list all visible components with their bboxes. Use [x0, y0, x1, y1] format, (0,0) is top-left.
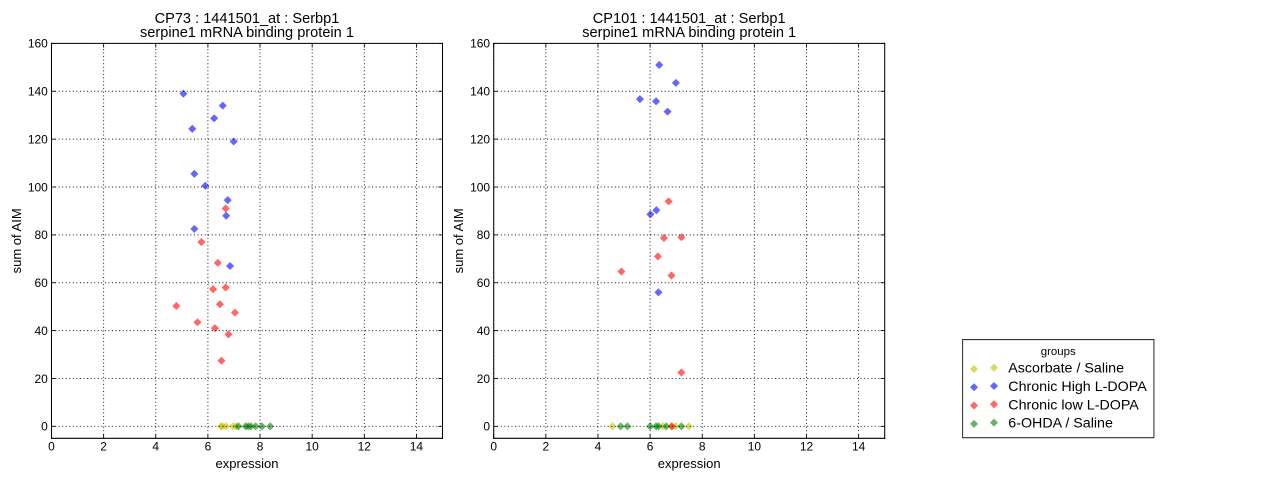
svg-text:14: 14: [410, 440, 424, 454]
svg-text:40: 40: [477, 324, 491, 338]
svg-text:0: 0: [483, 420, 490, 434]
svg-text:120: 120: [470, 132, 490, 146]
svg-text:10: 10: [748, 440, 762, 454]
svg-text:0: 0: [48, 440, 55, 454]
svg-text:10: 10: [306, 440, 320, 454]
svg-text:12: 12: [800, 440, 814, 454]
svg-text:Chronic High L-DOPA: Chronic High L-DOPA: [1008, 379, 1147, 395]
svg-text:0: 0: [41, 420, 48, 434]
svg-text:2: 2: [100, 440, 107, 454]
svg-text:20: 20: [477, 372, 491, 386]
svg-text:CP101 : 1441501_at : Serbp1: CP101 : 1441501_at : Serbp1: [593, 11, 786, 27]
svg-text:sum of AIM: sum of AIM: [9, 208, 24, 273]
svg-text:6-OHDA / Saline: 6-OHDA / Saline: [1008, 416, 1113, 432]
svg-text:CP73 : 1441501_at : Serbp1: CP73 : 1441501_at : Serbp1: [155, 11, 340, 27]
svg-text:160: 160: [28, 37, 48, 51]
svg-text:6: 6: [205, 440, 212, 454]
svg-text:60: 60: [477, 276, 491, 290]
svg-text:Chronic low L-DOPA: Chronic low L-DOPA: [1008, 397, 1139, 413]
svg-text:14: 14: [852, 440, 866, 454]
svg-text:20: 20: [35, 372, 49, 386]
svg-text:8: 8: [257, 440, 264, 454]
svg-text:80: 80: [35, 228, 49, 242]
svg-text:40: 40: [35, 324, 49, 338]
svg-text:6: 6: [647, 440, 654, 454]
svg-text:100: 100: [470, 180, 490, 194]
svg-text:expression: expression: [658, 456, 721, 471]
svg-text:serpine1 mRNA binding protein: serpine1 mRNA binding protein 1: [140, 25, 354, 41]
svg-text:groups: groups: [1041, 346, 1076, 358]
svg-text:2: 2: [542, 440, 549, 454]
svg-text:80: 80: [477, 228, 491, 242]
svg-text:sum of AIM: sum of AIM: [451, 208, 466, 273]
svg-text:140: 140: [28, 85, 48, 99]
svg-text:140: 140: [470, 85, 490, 99]
svg-text:12: 12: [358, 440, 372, 454]
svg-text:Ascorbate / Saline: Ascorbate / Saline: [1008, 361, 1124, 377]
svg-text:4: 4: [595, 440, 602, 454]
svg-text:4: 4: [152, 440, 159, 454]
svg-text:0: 0: [490, 440, 497, 454]
svg-text:8: 8: [699, 440, 706, 454]
svg-text:120: 120: [28, 132, 48, 146]
svg-text:serpine1 mRNA binding protein: serpine1 mRNA binding protein 1: [582, 25, 796, 41]
svg-text:60: 60: [35, 276, 49, 290]
svg-text:160: 160: [470, 37, 490, 51]
svg-text:100: 100: [28, 180, 48, 194]
svg-text:expression: expression: [216, 456, 279, 471]
